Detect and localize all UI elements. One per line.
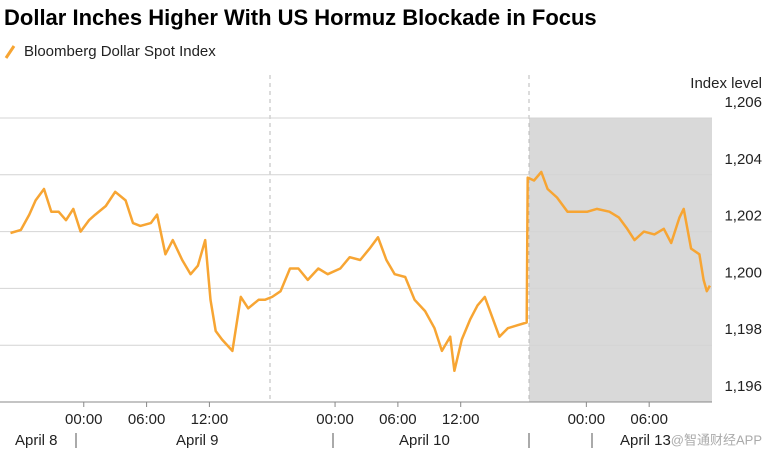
x-tick-label: 00:00: [568, 411, 606, 428]
y-tick-label: 1,196: [724, 378, 762, 395]
y-tick-label: 1,206: [724, 94, 762, 111]
x-tick-label: 00:00: [316, 411, 354, 428]
y-axis-label: Index level: [690, 75, 762, 92]
date-label: April 9: [176, 432, 219, 449]
series-line: [10, 170, 711, 373]
x-tick-label: 06:00: [128, 411, 166, 428]
y-tick-label: 1,202: [724, 208, 762, 225]
x-tick-label: 06:00: [630, 411, 668, 428]
watermark: @智通财经APP: [671, 432, 762, 447]
x-tick-label: 06:00: [379, 411, 417, 428]
x-tick-label: 00:00: [65, 411, 103, 428]
date-label: April 8: [15, 432, 58, 449]
weekend-shade: [529, 118, 712, 402]
legend-label: Bloomberg Dollar Spot Index: [24, 43, 216, 60]
chart-title: Dollar Inches Higher With US Hormuz Bloc…: [4, 5, 597, 30]
x-tick-label: 12:00: [442, 411, 480, 428]
date-label: April 10: [399, 432, 450, 449]
y-tick-label: 1,200: [724, 264, 762, 281]
y-tick-label: 1,198: [724, 321, 762, 338]
x-tick-label: 12:00: [191, 411, 229, 428]
date-label: April 13: [620, 432, 671, 449]
legend-swatch: [4, 45, 16, 59]
y-tick-label: 1,204: [724, 151, 762, 168]
